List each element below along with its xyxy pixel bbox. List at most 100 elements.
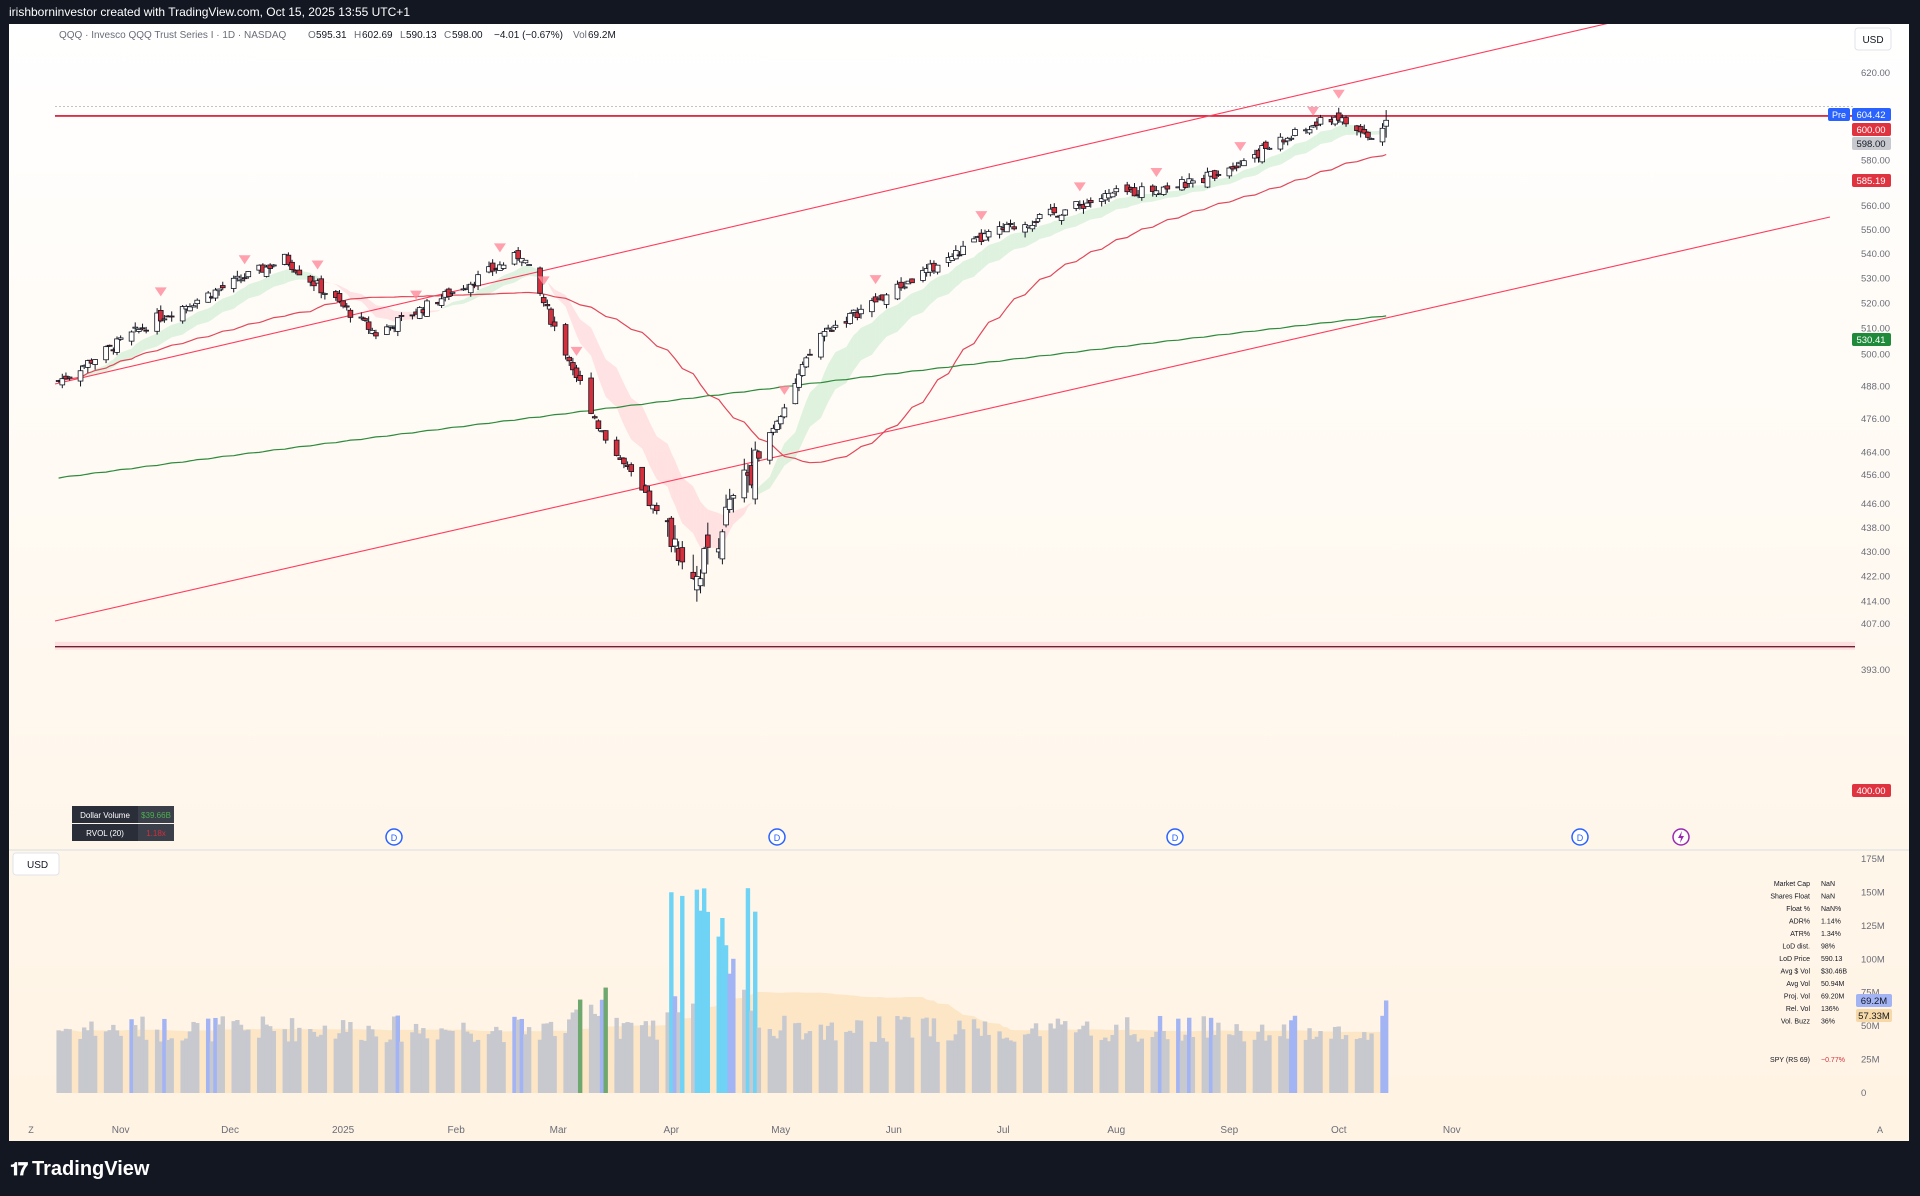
candle[interactable] <box>825 324 831 330</box>
volume-bar[interactable] <box>1128 1035 1134 1093</box>
volume-bar[interactable] <box>205 1018 211 1093</box>
volume-bar[interactable] <box>680 895 685 1093</box>
candle[interactable] <box>562 322 569 360</box>
earnings-lightning-icon[interactable] <box>1672 828 1690 846</box>
candle[interactable] <box>1379 123 1386 146</box>
volume-bar[interactable] <box>1252 1039 1258 1093</box>
volume-bar[interactable] <box>450 1030 455 1093</box>
volume-bar[interactable] <box>391 1016 397 1093</box>
volume-bar[interactable] <box>1011 1041 1017 1093</box>
volume-bar[interactable] <box>855 1020 860 1093</box>
candle[interactable] <box>741 458 748 503</box>
candle[interactable] <box>114 336 120 356</box>
sma200-line[interactable] <box>58 315 1387 479</box>
candle[interactable] <box>1241 158 1247 167</box>
volume-bar[interactable] <box>1004 1037 1010 1093</box>
volume-bar[interactable] <box>1055 1018 1061 1093</box>
candle[interactable] <box>996 221 1003 239</box>
candle[interactable] <box>216 288 222 296</box>
candle[interactable] <box>1051 203 1058 216</box>
volume-bar[interactable] <box>1190 1037 1196 1093</box>
volume-bar[interactable] <box>1081 1025 1086 1093</box>
candle[interactable] <box>271 264 277 268</box>
volume-bar[interactable] <box>435 1039 441 1093</box>
candle[interactable] <box>230 275 237 293</box>
candle[interactable] <box>1332 115 1338 127</box>
volume-bar[interactable] <box>643 1021 649 1093</box>
candle[interactable] <box>1335 107 1342 124</box>
volume-bar[interactable] <box>753 911 758 1093</box>
volume-bar[interactable] <box>570 1012 576 1093</box>
volume-bar[interactable] <box>982 1021 988 1093</box>
candle[interactable] <box>1190 178 1196 188</box>
volume-bar[interactable] <box>333 1038 339 1093</box>
volume-bar[interactable] <box>519 1018 525 1093</box>
volume-bar[interactable] <box>413 1023 419 1093</box>
candle[interactable] <box>1149 184 1156 197</box>
volume-bar[interactable] <box>953 1034 959 1093</box>
candle[interactable] <box>267 263 273 274</box>
candle[interactable] <box>653 502 660 515</box>
volume-bar[interactable] <box>1026 1033 1031 1093</box>
volume-bar[interactable] <box>184 1038 189 1093</box>
candle[interactable] <box>343 302 350 311</box>
candle[interactable] <box>1383 110 1389 138</box>
candle[interactable] <box>821 327 828 342</box>
volume-bar[interactable] <box>654 1039 659 1093</box>
candle[interactable] <box>1226 166 1233 179</box>
candle[interactable] <box>398 312 405 322</box>
candle[interactable] <box>449 291 456 297</box>
volume-bar[interactable] <box>136 1036 142 1093</box>
candle[interactable] <box>1215 170 1222 177</box>
dividend-marker-jun[interactable]: D <box>1166 828 1184 846</box>
candle[interactable] <box>1084 198 1090 207</box>
volume-bar[interactable] <box>545 1023 550 1093</box>
volume-bar[interactable] <box>694 889 700 1093</box>
candle[interactable] <box>679 541 686 570</box>
volume-bar[interactable] <box>906 1017 911 1093</box>
volume-bar[interactable] <box>114 1030 120 1093</box>
volume-bar[interactable] <box>1001 1038 1006 1093</box>
candle[interactable] <box>296 265 303 276</box>
volume-bar[interactable] <box>417 1033 422 1093</box>
candle[interactable] <box>179 305 186 324</box>
volume-bar[interactable] <box>705 911 711 1093</box>
volume-bar[interactable] <box>807 1031 813 1093</box>
volume-bar[interactable] <box>1208 1017 1214 1093</box>
candle[interactable] <box>136 327 142 334</box>
volume-bar[interactable] <box>399 1041 404 1093</box>
dividend-marker-mar[interactable]: D <box>768 828 786 846</box>
candle[interactable] <box>143 326 149 334</box>
volume-bar[interactable] <box>1110 1034 1115 1093</box>
volume-bar[interactable] <box>366 1025 371 1093</box>
volume-bar[interactable] <box>191 1021 196 1093</box>
candle[interactable] <box>1277 133 1284 152</box>
volume-bar[interactable] <box>133 1025 138 1093</box>
candle[interactable] <box>1310 124 1317 128</box>
candle[interactable] <box>566 355 573 366</box>
volume-bar[interactable] <box>716 936 721 1093</box>
volume-bar[interactable] <box>370 1029 375 1093</box>
candle[interactable] <box>66 376 73 381</box>
candle[interactable] <box>613 436 620 457</box>
volume-bar[interactable] <box>235 1020 240 1093</box>
volume-bar[interactable] <box>1205 1037 1210 1093</box>
candle[interactable] <box>1153 185 1160 198</box>
candle[interactable] <box>1361 124 1368 135</box>
candle[interactable] <box>384 324 390 336</box>
timezone-toggle[interactable]: Z <box>28 1125 34 1135</box>
volume-bar[interactable] <box>895 1016 900 1093</box>
dividend-marker-dec[interactable]: D <box>385 828 403 846</box>
volume-bar[interactable] <box>111 1024 116 1093</box>
candle[interactable] <box>340 300 346 309</box>
candle[interactable] <box>1062 209 1069 217</box>
volume-bar[interactable] <box>1022 1034 1028 1093</box>
volume-bar[interactable] <box>1073 1032 1079 1093</box>
candle[interactable] <box>548 307 554 328</box>
candle[interactable] <box>289 259 295 273</box>
volume-bar[interactable] <box>1263 1040 1269 1093</box>
volume-bar[interactable] <box>669 892 674 1093</box>
channel-lower-line[interactable] <box>54 216 1831 622</box>
candle[interactable] <box>767 432 773 465</box>
volume-bar[interactable] <box>195 1023 200 1093</box>
